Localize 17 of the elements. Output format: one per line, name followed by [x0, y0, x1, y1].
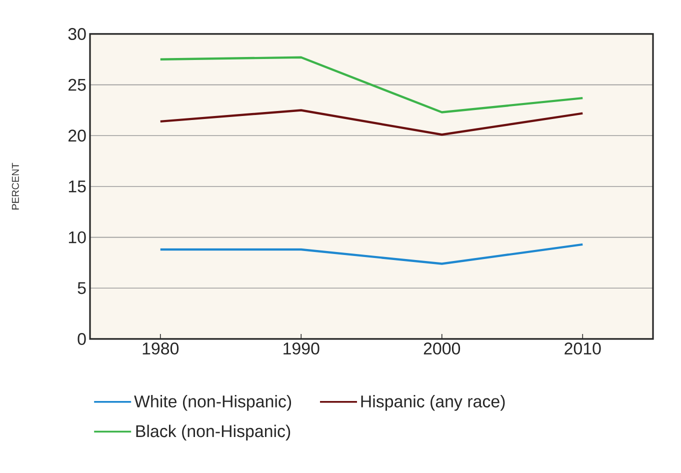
y-tick-label: 5 [78, 282, 86, 294]
legend-label: Hispanic (any race) [361, 395, 505, 411]
x-tick-label: 2000 [424, 342, 460, 355]
legend-label: Black (non-Hispanic) [136, 424, 290, 441]
y-tick-label: 15 [68, 180, 86, 192]
line-series [159, 109, 584, 136]
x-tick-label: 1990 [284, 342, 320, 355]
line-series [159, 56, 584, 114]
y-tick-label: 0 [78, 332, 86, 345]
y-axis-title: PERCENT [12, 162, 19, 210]
legend-label: White (non-Hispanic) [134, 395, 292, 411]
y-tick-label: 30 [68, 28, 86, 40]
y-tick-label: 20 [68, 130, 86, 142]
x-tick-label: 1980 [142, 342, 179, 355]
y-tick-label: 25 [68, 78, 86, 91]
y-tick-label: 10 [68, 231, 86, 244]
x-tick-label: 2010 [564, 342, 601, 355]
